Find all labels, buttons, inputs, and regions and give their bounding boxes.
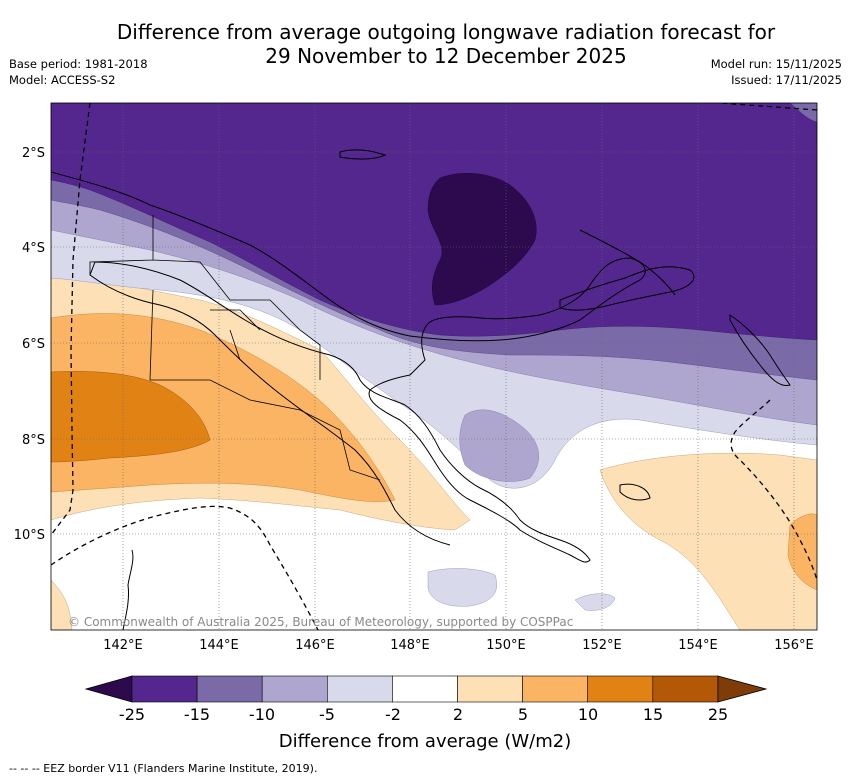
colorbar-segment	[261, 675, 328, 703]
chart-title: Difference from average outgoing longwav…	[0, 20, 850, 68]
manus-coast	[339, 149, 387, 160]
eez-legend: -- -- -- EEZ border V11 (Flanders Marine…	[9, 762, 318, 775]
new-britain-coast	[559, 266, 695, 311]
title-line-1: Difference from average outgoing longwav…	[116, 20, 776, 44]
lon-label: 150°E	[486, 638, 526, 653]
lat-label: 2°S	[22, 146, 45, 161]
bougainville-coast	[729, 314, 791, 387]
lon-label: 154°E	[678, 638, 718, 653]
anomaly-10-to-15	[51, 371, 211, 463]
colorbar-segment	[131, 675, 198, 703]
colorbar-tick: 25	[707, 705, 729, 724]
title-line-2: 29 November to 12 December 2025	[265, 44, 627, 68]
lat-label: 8°S	[22, 433, 45, 448]
colorbar-tick: 2	[452, 705, 464, 724]
colorbar-title: Difference from average (W/m2)	[278, 731, 572, 752]
colorbar	[84, 675, 768, 703]
meta-left: Base period: 1981-2018 Model: ACCESS-S2	[9, 56, 148, 88]
png-province-borders	[89, 215, 381, 481]
gridlines	[51, 103, 817, 630]
colorbar-tick: 15	[642, 705, 664, 724]
colorbar-segment	[392, 675, 458, 703]
colorbar-tick: 5	[517, 705, 529, 724]
new-guinea-coast	[51, 171, 646, 563]
map-frame	[50, 102, 818, 631]
colorbar-tick: 10	[577, 705, 599, 724]
model-name: Model: ACCESS-S2	[9, 73, 116, 87]
anomaly-field	[51, 103, 817, 630]
axis-labels: 2°S 4°S 6°S 8°S 10°S 142°E 144°E 146°E 1…	[14, 146, 814, 653]
anomaly-2-to-5-east	[599, 452, 817, 630]
lat-label: 10°S	[14, 528, 45, 543]
base-period: Base period: 1981-2018	[9, 57, 148, 71]
anomaly-2-to-5-sw-corner	[51, 579, 73, 630]
louisiade-coast	[619, 483, 651, 501]
colorbar-tick: -25	[118, 705, 146, 724]
colorbar-tick: -2	[385, 705, 401, 724]
colorbar-segment	[652, 675, 719, 703]
lon-label: 144°E	[199, 638, 239, 653]
lon-label: 156°E	[774, 638, 814, 653]
colorbar-extend-low	[84, 675, 133, 703]
anomaly-5-to-10-east	[787, 513, 817, 591]
new-ireland-coast	[579, 229, 676, 296]
anomaly-minus-2-to-minus-5-islands	[574, 593, 616, 611]
model-run: Model run: 15/11/2025	[710, 57, 842, 71]
copyright-notice: © Commonwealth of Australia 2025, Bureau…	[68, 615, 573, 629]
meta-right: Model run: 15/11/2025 Issued: 17/11/2025	[711, 56, 842, 88]
colorbar-extend-high	[717, 675, 768, 703]
coastlines	[51, 149, 791, 630]
lon-label: 146°E	[295, 638, 335, 653]
colorbar-tick: -10	[248, 705, 276, 724]
lon-label: 152°E	[582, 638, 622, 653]
lat-label: 4°S	[22, 241, 45, 256]
colorbar-segment	[457, 675, 523, 703]
colorbar-tick: -15	[183, 705, 211, 724]
colorbar-segment	[587, 675, 654, 703]
anomaly-below-minus-25	[427, 173, 537, 306]
colorbar-segment	[326, 675, 393, 703]
anomaly-minus-5-to-minus-10-pocket	[459, 409, 539, 482]
lon-label: 142°E	[103, 638, 143, 653]
colorbar-segment	[196, 675, 263, 703]
anomaly-minus-2-to-minus-5-south	[427, 568, 497, 607]
lat-label: 6°S	[22, 337, 45, 352]
issued-date: Issued: 17/11/2025	[731, 73, 842, 87]
eez-borders	[51, 103, 817, 630]
lon-label: 148°E	[390, 638, 430, 653]
colorbar-segment	[522, 675, 588, 703]
colorbar-tick: -5	[319, 705, 335, 724]
australia-coast	[122, 549, 134, 630]
